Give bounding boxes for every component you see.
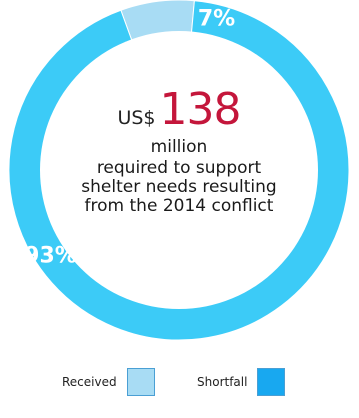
center-description: required to support shelter needs result… [81, 157, 277, 216]
legend-item-received: Received [62, 368, 155, 396]
legend-swatch-received [126, 368, 155, 396]
slice-label-shortfall: 93% [24, 244, 77, 269]
legend-item-shortfall: Shortfall [197, 368, 286, 396]
amount-line: US$ 138 [79, 88, 279, 132]
legend-label-received: Received [62, 375, 117, 389]
center-text: US$ 138 million required to support shel… [79, 88, 279, 216]
currency-label: US$ [117, 107, 156, 129]
legend-swatch-shortfall [257, 368, 286, 396]
amount-unit: million [150, 137, 208, 157]
amount-value: 138 [159, 84, 242, 135]
legend-label-shortfall: Shortfall [197, 375, 248, 389]
legend: Received Shortfall [0, 368, 359, 408]
donut-hole [40, 31, 318, 309]
slice-label-received: 7% [198, 7, 235, 32]
